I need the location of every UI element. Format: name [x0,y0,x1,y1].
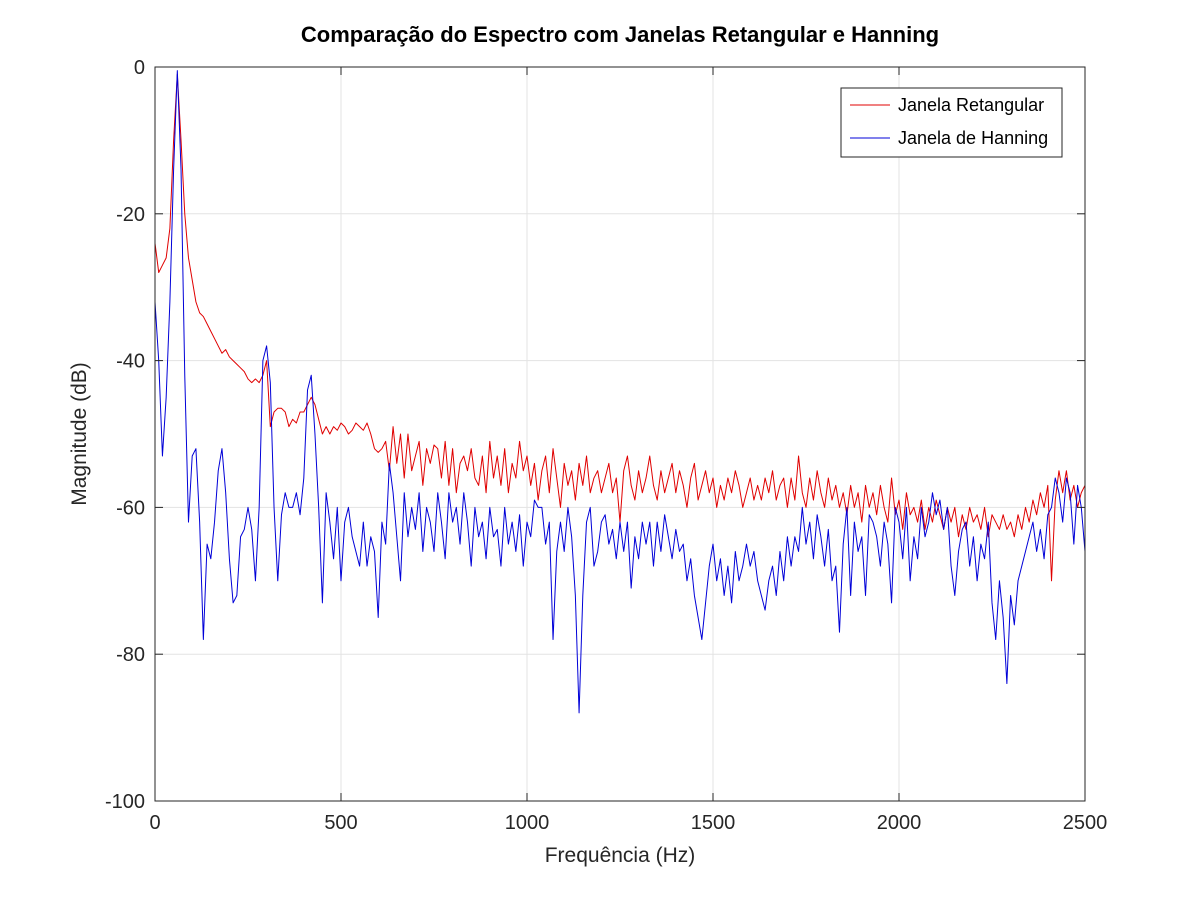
chart-title: Comparação do Espectro com Janelas Retan… [301,22,939,47]
legend-label-janela-retangular: Janela Retangular [898,95,1044,115]
x-tick-label: 1000 [505,812,550,834]
plot-area [155,67,1085,801]
axis-ticks [154,66,1086,802]
y-tick-label: -80 [116,644,145,666]
x-tick-label: 500 [324,812,357,834]
legend-box [840,87,1063,158]
series-layer [154,70,1086,714]
x-tick-label: 0 [149,812,160,834]
tick-labels: 0 500 1000 1500 2000 2500 0 -20 -40 -60 -80 -100 [105,57,1107,834]
grid-lines [154,66,1086,802]
y-tick-label: -60 [116,497,145,519]
series-line-janela-de-hanning [154,70,1086,714]
y-tick-label: 0 [134,57,145,79]
legend-label-janela-de-hanning: Janela de Hanning [898,128,1048,148]
y-tick-label: -20 [116,204,145,226]
plot-frame [154,66,1086,802]
y-tick-label: -40 [116,351,145,373]
x-tick-label: 1500 [691,812,736,834]
y-tick-label: -100 [105,791,145,813]
legend: Janela Retangular Janela de Hanning [840,87,1063,158]
x-axis-label: Frequência (Hz) [545,844,696,867]
x-tick-label: 2500 [1063,812,1108,834]
x-tick-label: 2000 [877,812,922,834]
y-axis-label: Magnitude (dB) [68,362,91,506]
